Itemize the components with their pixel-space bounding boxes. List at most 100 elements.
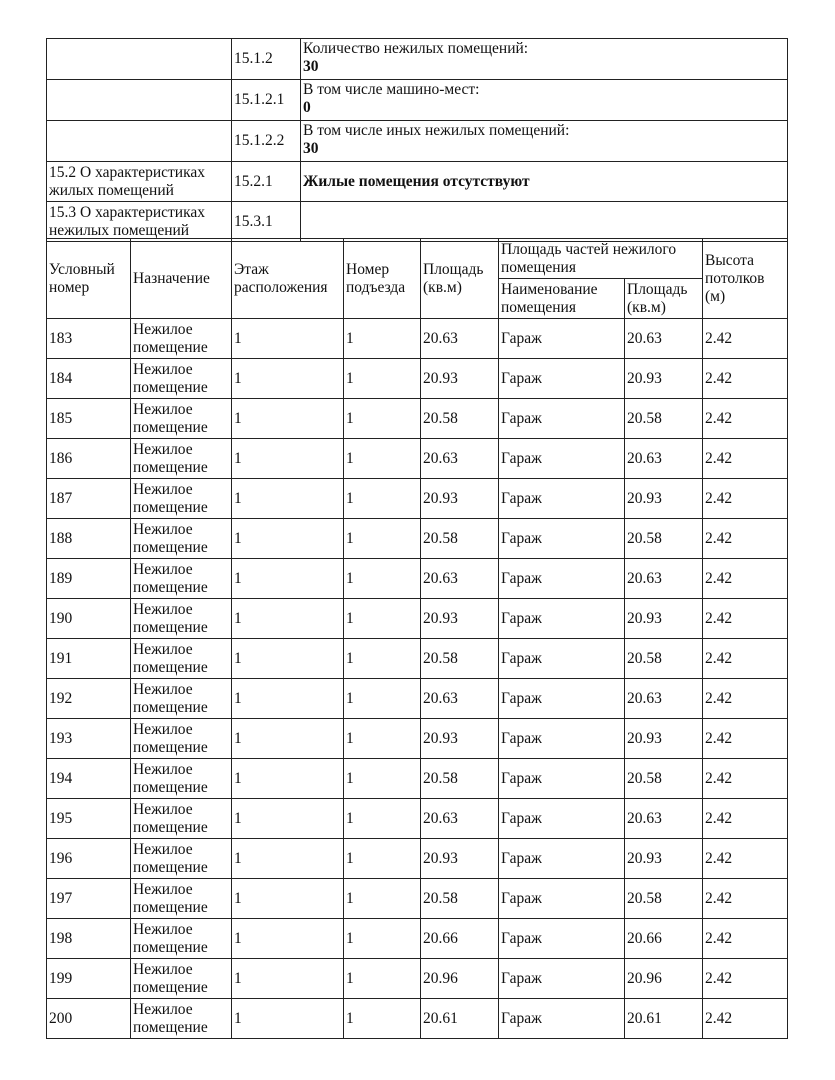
height-cell: 2.42 [702, 838, 788, 879]
number-cell: 197 [46, 878, 131, 919]
content-value: 30 [303, 58, 319, 75]
area-cell: 20.93 [420, 838, 499, 879]
area-cell: 20.96 [420, 958, 499, 999]
area-cell: 20.93 [420, 718, 499, 759]
height-cell: 2.42 [702, 798, 788, 839]
number-cell: 190 [46, 598, 131, 639]
table-row: 194 Нежилое помещение 1 1 20.58 Гараж 20.58 2.4… [46, 758, 788, 799]
number-cell: 198 [46, 918, 131, 959]
table-row: 183 Нежилое помещение 1 1 20.63 Гараж 20.63 2.4… [46, 318, 788, 359]
entrance-cell: 1 [343, 678, 421, 719]
entrance-cell: 1 [343, 598, 421, 639]
area-cell: 20.58 [420, 398, 499, 439]
code-cell: 15.1.2 [231, 38, 301, 80]
height-cell: 2.42 [702, 438, 788, 479]
part-name-cell: Гараж [498, 478, 625, 519]
floor-cell: 1 [231, 438, 344, 479]
purpose-cell: Нежилое помещение [130, 958, 232, 999]
entrance-cell: 1 [343, 798, 421, 839]
floor-cell: 1 [231, 398, 344, 439]
area-cell: 20.63 [420, 798, 499, 839]
purpose-cell: Нежилое помещение [130, 678, 232, 719]
number-cell: 200 [46, 998, 131, 1039]
number-cell: 196 [46, 838, 131, 879]
area-cell: 20.93 [420, 598, 499, 639]
part-area-cell: 20.58 [624, 518, 703, 559]
part-area-cell: 20.93 [624, 478, 703, 519]
content-value: Жилые помещения отсутствуют [303, 172, 530, 190]
area-cell: 20.63 [420, 678, 499, 719]
part-area-cell: 20.58 [624, 638, 703, 679]
floor-cell: 1 [231, 478, 344, 519]
height-cell: 2.42 [702, 998, 788, 1039]
part-name-cell: Гараж [498, 598, 625, 639]
area-cell: 20.61 [420, 998, 499, 1039]
table-row: 186 Нежилое помещение 1 1 20.63 Гараж 20.63 2.4… [46, 438, 788, 479]
table-row: 193 Нежилое помещение 1 1 20.93 Гараж 20.93 2.4… [46, 718, 788, 759]
table-row: 191 Нежилое помещение 1 1 20.58 Гараж 20.58 2.4… [46, 638, 788, 679]
area-cell: 20.63 [420, 318, 499, 359]
entrance-cell: 1 [343, 918, 421, 959]
content-label: Количество нежилых помещений: [303, 40, 529, 57]
table-row: 185 Нежилое помещение 1 1 20.58 Гараж 20.58 2.4… [46, 398, 788, 439]
area-cell: 20.63 [420, 558, 499, 599]
part-name-cell: Гараж [498, 878, 625, 919]
height-cell: 2.42 [702, 358, 788, 399]
part-name-cell: Гараж [498, 358, 625, 399]
section-cell [46, 79, 232, 121]
area-cell: 20.58 [420, 518, 499, 559]
entrance-cell: 1 [343, 758, 421, 799]
part-name-cell: Гараж [498, 438, 625, 479]
summary-row: 15.3 О характеристиках нежилых помещений… [46, 201, 788, 242]
section-cell [46, 38, 232, 80]
number-cell: 193 [46, 718, 131, 759]
height-cell: 2.42 [702, 398, 788, 439]
part-name-cell: Гараж [498, 558, 625, 599]
number-cell: 185 [46, 398, 131, 439]
part-area-cell: 20.93 [624, 838, 703, 879]
floor-cell: 1 [231, 358, 344, 399]
number-cell: 184 [46, 358, 131, 399]
part-area-cell: 20.93 [624, 718, 703, 759]
purpose-cell: Нежилое помещение [130, 358, 232, 399]
summary-row: 15.2 О характеристиках жилых помещений 15… [46, 161, 788, 202]
table-row: 192 Нежилое помещение 1 1 20.63 Гараж 20.63 2.4… [46, 678, 788, 719]
header-number: Условный номер [46, 238, 131, 319]
entrance-cell: 1 [343, 358, 421, 399]
purpose-cell: Нежилое помещение [130, 438, 232, 479]
height-cell: 2.42 [702, 678, 788, 719]
part-area-cell: 20.93 [624, 598, 703, 639]
entrance-cell: 1 [343, 518, 421, 559]
part-name-cell: Гараж [498, 638, 625, 679]
header-part-name: Наименование помещения [498, 278, 625, 319]
height-cell: 2.42 [702, 718, 788, 759]
height-cell: 2.42 [702, 478, 788, 519]
height-cell: 2.42 [702, 598, 788, 639]
entrance-cell: 1 [343, 998, 421, 1039]
part-area-cell: 20.93 [624, 358, 703, 399]
purpose-cell: Нежилое помещение [130, 838, 232, 879]
part-name-cell: Гараж [498, 518, 625, 559]
purpose-cell: Нежилое помещение [130, 918, 232, 959]
area-cell: 20.63 [420, 438, 499, 479]
number-cell: 194 [46, 758, 131, 799]
purpose-cell: Нежилое помещение [130, 638, 232, 679]
table-row: 188 Нежилое помещение 1 1 20.58 Гараж 20.58 2.4… [46, 518, 788, 559]
content-cell: В том числе иных нежилых помещений: 30 [300, 120, 788, 162]
content-label: В том числе машино-мест: [303, 81, 480, 98]
part-name-cell: Гараж [498, 718, 625, 759]
floor-cell: 1 [231, 758, 344, 799]
header-parts: Площадь частей нежилого помещения [498, 238, 703, 279]
content-label: В том числе иных нежилых помещений: [303, 122, 570, 139]
content-value: 30 [303, 140, 319, 157]
table-row: 190 Нежилое помещение 1 1 20.93 Гараж 20.93 2.4… [46, 598, 788, 639]
purpose-cell: Нежилое помещение [130, 558, 232, 599]
table-row: 187 Нежилое помещение 1 1 20.93 Гараж 20.93 2.4… [46, 478, 788, 519]
table-row: 196 Нежилое помещение 1 1 20.93 Гараж 20.93 2.4… [46, 838, 788, 879]
floor-cell: 1 [231, 958, 344, 999]
number-cell: 192 [46, 678, 131, 719]
area-cell: 20.66 [420, 918, 499, 959]
table-row: 200 Нежилое помещение 1 1 20.61 Гараж 20.61 2.4… [46, 998, 788, 1039]
content-cell [300, 201, 788, 242]
code-cell: 15.2.1 [231, 161, 301, 202]
